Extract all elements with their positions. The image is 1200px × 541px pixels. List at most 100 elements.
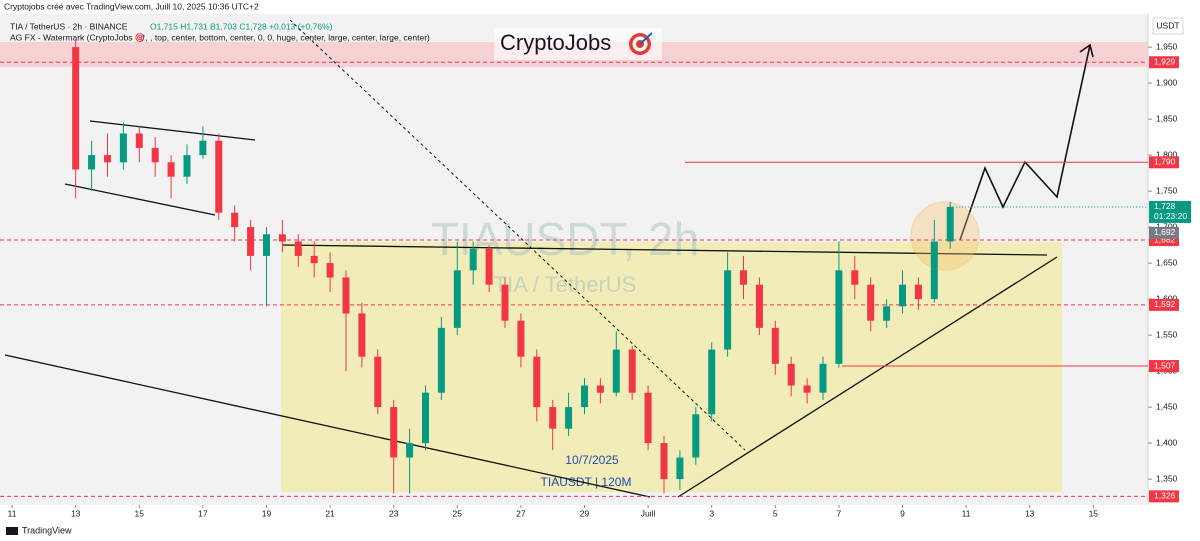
- level-label: 1,326: [1154, 491, 1176, 501]
- candle-body: [485, 248, 493, 285]
- candle-body: [88, 155, 96, 170]
- candle-body: [390, 407, 398, 458]
- candle-body: [247, 227, 255, 256]
- y-tick-label: 1,650: [1156, 257, 1178, 267]
- level-tag: [1149, 490, 1179, 503]
- x-tick-label: 11: [962, 508, 971, 518]
- candle-body: [835, 270, 843, 364]
- candle-body: [326, 263, 334, 278]
- candle-body: [469, 248, 477, 271]
- candle-body: [724, 270, 732, 350]
- y-tick-label: 1,700: [1156, 221, 1178, 231]
- x-tick-label: 13: [71, 508, 81, 518]
- candle-body: [421, 392, 429, 444]
- candle-body: [358, 313, 366, 357]
- x-tick-label: 29: [580, 508, 590, 518]
- candle-body: [549, 407, 557, 429]
- y-tick-label: 1,350: [1156, 473, 1178, 483]
- candle-body: [946, 206, 954, 242]
- candle-body: [565, 407, 573, 429]
- candle-body: [151, 147, 159, 163]
- level-tag: [1149, 360, 1179, 373]
- candle-body: [310, 255, 318, 264]
- candle-body: [819, 363, 827, 393]
- candle-body: [453, 270, 461, 328]
- countdown: 01:23:20: [1154, 211, 1187, 221]
- x-tick-label: 9: [900, 508, 905, 518]
- candle-body: [898, 284, 906, 307]
- y-tick-label: 1,750: [1156, 185, 1178, 195]
- x-tick-label: 3: [709, 508, 714, 518]
- x-tick-label: 11: [8, 508, 17, 518]
- candle-body: [278, 234, 286, 242]
- watermark-sub: TIA / TetherUS: [494, 272, 637, 297]
- candle-body: [660, 443, 668, 480]
- candle-body: [580, 385, 588, 408]
- prev-price-label: 1,692: [1154, 227, 1176, 237]
- candle-body: [406, 443, 414, 458]
- candle-body: [103, 155, 111, 163]
- candle-body: [755, 284, 763, 328]
- x-tick-label: 15: [135, 508, 145, 518]
- currency: USDT: [1156, 20, 1179, 30]
- footer: TradingView: [22, 525, 72, 535]
- brand: CryptoJobs: [500, 30, 611, 55]
- symbol: TIA / TetherUS · 2h · BINANCE: [10, 21, 128, 31]
- y-tick-label: 1,800: [1156, 149, 1178, 159]
- ohlc: O1,715 H1,731 B1,703 C1,728 +0,013 (+0,7…: [150, 21, 333, 31]
- x-tick-label: 13: [1025, 508, 1035, 518]
- candle-body: [72, 47, 80, 170]
- candle-body: [739, 270, 747, 285]
- x-tick-label: 21: [325, 508, 335, 518]
- candle-body: [183, 155, 191, 177]
- candle-body: [501, 284, 509, 321]
- y-tick-label: 1,450: [1156, 401, 1178, 411]
- candle-body: [596, 385, 604, 393]
- footer-logo: [6, 527, 18, 535]
- highlight-circle: [910, 201, 980, 271]
- candle-body: [199, 140, 207, 156]
- candle-body: [294, 241, 302, 256]
- level-label: 1,592: [1154, 299, 1176, 309]
- candle-body: [676, 457, 684, 480]
- x-tick-label: 15: [1089, 508, 1099, 518]
- indicator: AG FX - Watermark (CryptoJobs 🎯, , top, …: [10, 32, 430, 42]
- level-tag: [1149, 56, 1179, 69]
- candle-body: [692, 414, 700, 458]
- candle-body: [612, 349, 620, 393]
- level-label: 1,929: [1154, 56, 1176, 66]
- level-tag: [1149, 298, 1179, 311]
- y-tick-label: 1,550: [1156, 329, 1178, 339]
- candle-body: [135, 133, 143, 148]
- currency-box: [1152, 17, 1184, 35]
- annotation: TIAUSDT | 120M: [541, 475, 632, 489]
- candle-body: [628, 349, 636, 393]
- candle-body: [644, 392, 652, 444]
- candle-body: [867, 284, 875, 321]
- candle-body: [883, 306, 891, 321]
- x-tick-label: 5: [773, 508, 778, 518]
- y-tick-label: 1,400: [1156, 437, 1178, 447]
- level-tag: [1149, 156, 1179, 169]
- x-tick-label: 23: [389, 508, 399, 518]
- y-tick-label: 1,950: [1156, 41, 1178, 51]
- level-label: 1,682: [1154, 234, 1176, 244]
- candle-body: [262, 234, 270, 256]
- credit: Cryptojobs créé avec TradingView.com, Ju…: [4, 1, 259, 11]
- candle-body: [787, 363, 795, 386]
- candle-body: [708, 349, 716, 415]
- candle-body: [215, 140, 223, 213]
- candle-body: [517, 320, 525, 357]
- last-price-label: 1,728: [1154, 201, 1176, 211]
- candle-body: [851, 270, 859, 285]
- candle-body: [342, 277, 350, 314]
- y-tick-label: 1,600: [1156, 293, 1178, 303]
- level-label: 1,790: [1154, 157, 1176, 167]
- candle-body: [119, 133, 127, 163]
- x-tick-label: 19: [262, 508, 272, 518]
- x-tick-label: 25: [453, 508, 463, 518]
- candle-body: [803, 385, 811, 393]
- annotation: 10/7/2025: [565, 453, 619, 467]
- x-tick-label: 17: [198, 508, 208, 518]
